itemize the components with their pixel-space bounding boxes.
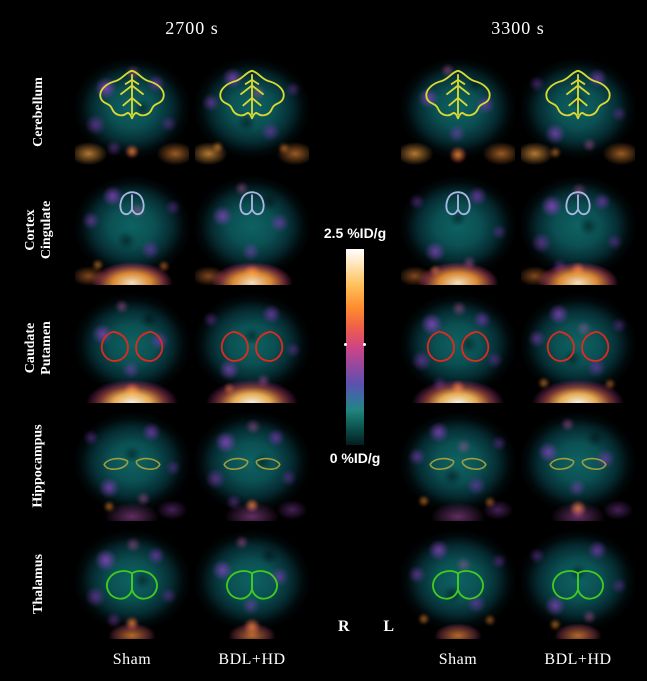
scan-tile-cortex-2700-sham (74, 173, 190, 286)
time-group-label-2700: 2700 s (165, 17, 219, 38)
row-label-thalamus: Thalamus (8, 527, 70, 640)
row-label-cortex-cingulate: Cortex Cingulate (8, 173, 70, 286)
scan-tile-hippocampus-3300-bdlhd (520, 409, 636, 522)
roi-cerebellum-outline (545, 69, 611, 120)
row-label-caudate-putamen: Caudate Putamen (8, 291, 70, 404)
roi-caudate-outline (426, 330, 490, 362)
scan-tile-caudate-3300-bdlhd (520, 291, 636, 404)
roi-cerebellum-outline (99, 69, 165, 120)
colorbar-gradient (344, 249, 366, 445)
brain-scan (401, 528, 515, 639)
row-label-text: Cortex (23, 208, 38, 251)
roi-caudate-outline (220, 330, 284, 362)
scan-tile-cerebellum-3300-sham (400, 55, 516, 168)
roi-cortex-outline (119, 191, 145, 216)
condition-label-sham-3300: Sham (438, 651, 478, 668)
row-label-text: Hippocampus (31, 423, 46, 508)
brain-scan (521, 410, 635, 521)
scan-tile-cerebellum-2700-sham (74, 55, 190, 168)
scan-tile-hippocampus-2700-bdlhd (194, 409, 310, 522)
row-label-cerebellum: Cerebellum (8, 55, 70, 168)
condition-label-bdlhd-3300: BDL+HD (544, 651, 612, 668)
roi-thalamus-outline (432, 570, 484, 600)
roi-hippocampus-outline (549, 457, 607, 470)
row-label-text: Cingulate (39, 200, 54, 259)
scan-tile-cortex-3300-sham (400, 173, 516, 286)
roi-cortex-outline (239, 191, 265, 216)
time-group-label-3300: 3300 s (491, 17, 545, 38)
orientation-right-label: R (338, 618, 350, 635)
scan-tile-cortex-3300-bdlhd (520, 173, 636, 286)
scan-tile-cerebellum-2700-bdlhd (194, 55, 310, 168)
brain-scan (195, 410, 309, 521)
row-label-text: Cerebellum (31, 76, 47, 147)
roi-thalamus-outline (226, 570, 278, 600)
scan-tile-cerebellum-3300-bdlhd (520, 55, 636, 168)
brain-scan (521, 56, 635, 167)
row-label-text: Caudate (22, 322, 38, 373)
brain-scan (521, 292, 635, 403)
scan-tile-cortex-2700-bdlhd (194, 173, 310, 286)
row-label-text: Thalamus (30, 553, 46, 614)
roi-cerebellum-outline (219, 69, 285, 120)
roi-cortex-outline (445, 191, 471, 216)
orientation-left-label: L (383, 618, 394, 635)
colorbar-panel: 2.5 %ID/g 0 %ID/g R L (314, 55, 396, 640)
roi-cerebellum-outline (425, 69, 491, 120)
row-label-hippocampus: Hippocampus (8, 409, 70, 522)
brain-scan (75, 174, 189, 285)
scan-tile-caudate-3300-sham (400, 291, 516, 404)
roi-cortex-outline (565, 191, 591, 216)
brain-scan (75, 410, 189, 521)
row-label-text: Putamen (38, 320, 54, 375)
brain-scan (75, 292, 189, 403)
scan-tile-thalamus-2700-bdlhd (194, 527, 310, 640)
condition-label-bdlhd-2700: BDL+HD (218, 651, 286, 668)
brain-scan (401, 56, 515, 167)
roi-hippocampus-outline (429, 457, 487, 470)
scan-tile-hippocampus-2700-sham (74, 409, 190, 522)
roi-thalamus-outline (552, 570, 604, 600)
condition-label-sham-2700: Sham (112, 651, 152, 668)
brain-scan (195, 292, 309, 403)
scan-tile-caudate-2700-bdlhd (194, 291, 310, 404)
roi-caudate-outline (546, 330, 610, 362)
orientation-labels: R L (314, 618, 396, 636)
scan-tile-thalamus-3300-sham (400, 527, 516, 640)
roi-caudate-outline (100, 330, 164, 362)
scan-tile-caudate-2700-sham (74, 291, 190, 404)
brain-scan (401, 292, 515, 403)
scan-tile-thalamus-2700-sham (74, 527, 190, 640)
roi-hippocampus-outline (223, 457, 281, 470)
roi-hippocampus-outline (103, 457, 161, 470)
scan-tile-thalamus-3300-bdlhd (520, 527, 636, 640)
brain-scan (401, 410, 515, 521)
scan-tile-hippocampus-3300-sham (400, 409, 516, 522)
colorbar-min-label: 0 %ID/g (329, 450, 381, 466)
roi-thalamus-outline (106, 570, 158, 600)
colorbar-max-label: 2.5 %ID/g (323, 225, 387, 241)
